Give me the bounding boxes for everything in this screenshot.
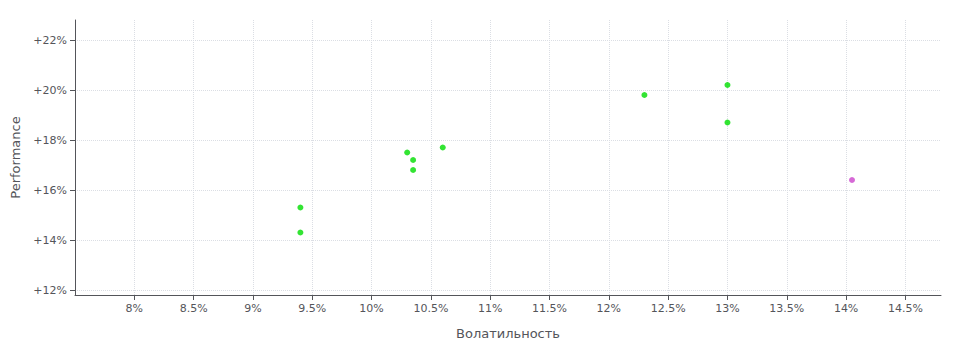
svg-text:8%: 8% [126,302,143,315]
svg-text:10%: 10% [359,302,383,315]
svg-text:13.5%: 13.5% [769,302,804,315]
svg-text:14%: 14% [834,302,858,315]
svg-text:13%: 13% [715,302,739,315]
svg-text:11.5%: 11.5% [532,302,567,315]
svg-text:9%: 9% [244,302,261,315]
svg-text:14.5%: 14.5% [888,302,923,315]
svg-text:Performance: Performance [8,116,23,198]
svg-text:Волатильность: Волатильность [456,326,560,341]
svg-text:10.5%: 10.5% [413,302,448,315]
svg-text:12%: 12% [597,302,621,315]
svg-text:+14%: +14% [33,234,67,247]
svg-text:+12%: +12% [33,284,67,297]
svg-text:12.5%: 12.5% [651,302,686,315]
svg-text:9.5%: 9.5% [298,302,326,315]
svg-text:+18%: +18% [33,134,67,147]
svg-text:+20%: +20% [33,84,67,97]
svg-text:11%: 11% [478,302,502,315]
svg-text:+16%: +16% [33,184,67,197]
svg-text:8.5%: 8.5% [180,302,208,315]
svg-text:+22%: +22% [33,34,67,47]
